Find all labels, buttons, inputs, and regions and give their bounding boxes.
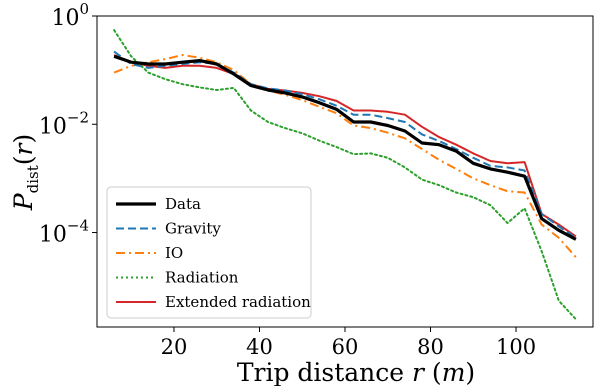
legend-frame — [106, 186, 312, 319]
x-tick-label: 100 — [496, 335, 536, 359]
x-tick-label: 40 — [246, 335, 273, 359]
series-layer — [113, 29, 577, 321]
x-tick-label: 80 — [417, 335, 444, 359]
legend-label: IO — [165, 244, 183, 262]
y-tick-label: 10−2 — [39, 108, 89, 139]
series-line-data — [113, 54, 577, 241]
legend-label: Gravity — [165, 220, 221, 238]
x-tick-label: 60 — [332, 335, 359, 359]
legend-label: Data — [165, 195, 201, 213]
x-tick-label: 20 — [161, 335, 188, 359]
series-line-radiation — [113, 29, 577, 321]
legend: Data Gravity IO Radiation Extended radiation — [106, 186, 312, 319]
x-axis-label: Trip distance r (m) — [237, 358, 475, 386]
y-tick-label: 100 — [51, 0, 89, 31]
series-line-gravity — [113, 50, 577, 239]
series-line-io — [113, 54, 577, 258]
series-line-extended-radiation — [113, 54, 577, 238]
axis-ticks: 20 40 60 80 100 100 10−2 10−4 — [39, 0, 536, 359]
legend-label: Extended radiation — [165, 293, 311, 311]
y-tick-label: 10−4 — [39, 217, 89, 248]
y-axis-label: Pdist(r) — [9, 134, 42, 211]
legend-label: Radiation — [165, 269, 239, 287]
